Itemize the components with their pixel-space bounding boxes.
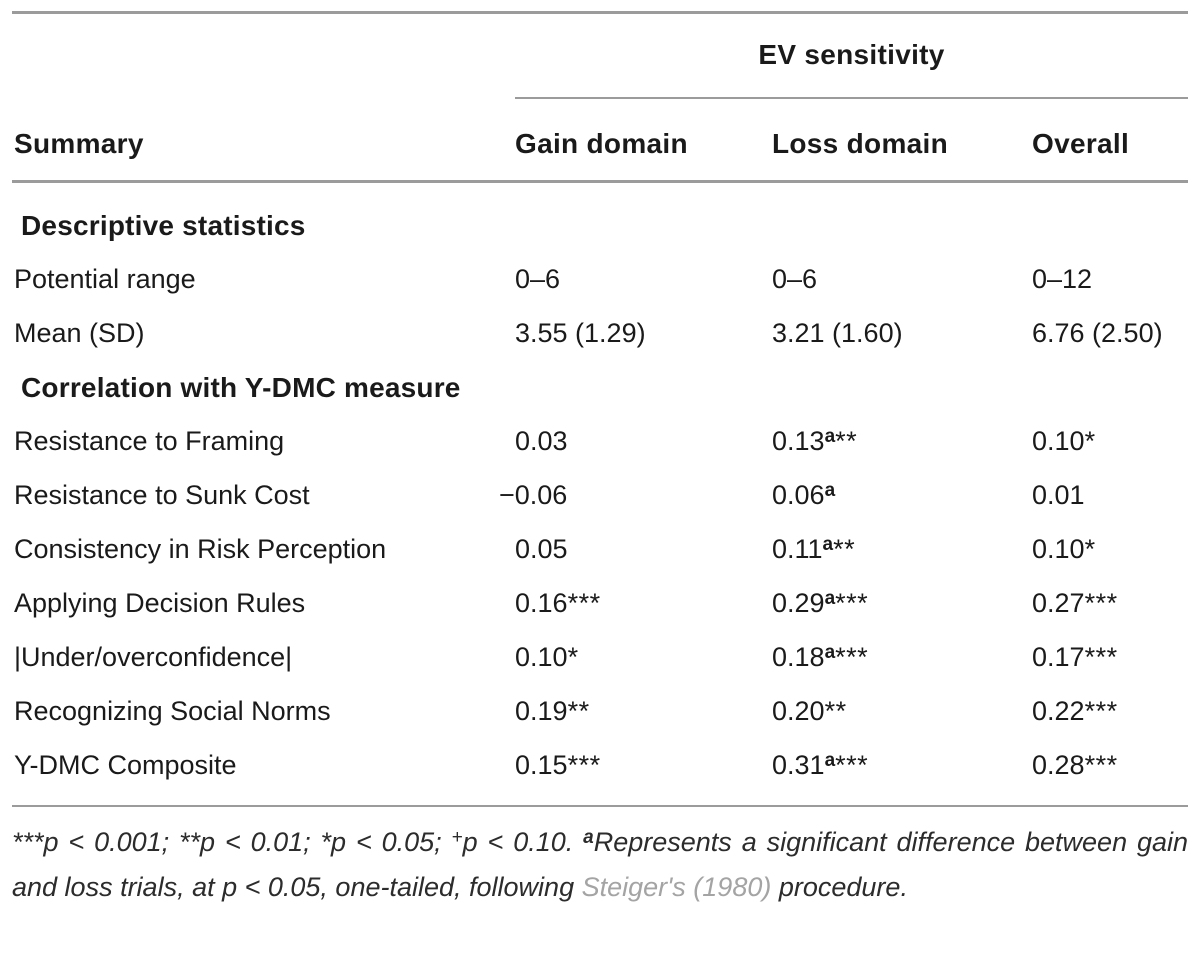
row-label: Y-DMC Composite xyxy=(14,750,237,780)
cell-gain-domain: 0.16*** xyxy=(515,588,601,618)
footnote-text: Represents a significant difference betw… xyxy=(12,826,1189,902)
cell-gain-domain: 0.05 xyxy=(515,534,568,564)
cell-overall: 6.76 (2.50) xyxy=(1032,318,1163,348)
cell-gain-domain: 0–6 xyxy=(515,264,561,294)
col-header-gain-domain: Gain domain xyxy=(515,97,772,183)
section-header-label: Descriptive statistics xyxy=(21,209,306,241)
superscript-a: a xyxy=(583,826,594,848)
superscript-marker: a xyxy=(822,534,834,555)
table-row: Resistance to Framing 0.03 0.13a** 0.10* xyxy=(12,415,1188,469)
superscript-marker: a xyxy=(824,750,836,771)
cell-gain-domain: 0.03 xyxy=(515,426,568,456)
cell-overall: 0.10* xyxy=(1032,426,1096,456)
superscript-marker: a xyxy=(824,480,836,501)
row-label: Resistance to Sunk Cost xyxy=(14,480,310,510)
cell-loss-domain: 0.20** xyxy=(772,696,847,726)
cell-loss-domain: 0–6 xyxy=(772,264,818,294)
superscript-marker: a xyxy=(824,426,836,447)
cell-overall: 0.27*** xyxy=(1032,588,1118,618)
spacer xyxy=(12,182,1188,199)
cell-loss-domain: 0.13a** xyxy=(772,426,858,456)
table-row: Mean (SD) 3.55 (1.29) 3.21 (1.60) 6.76 (… xyxy=(12,307,1188,361)
cell-gain-domain: 3.55 (1.29) xyxy=(515,318,646,348)
cell-gain-domain: 0.15*** xyxy=(515,750,601,780)
cell-loss-domain: 0.11a** xyxy=(772,534,856,564)
cell-overall: 0.17*** xyxy=(1032,642,1118,672)
row-label: Applying Decision Rules xyxy=(14,588,306,618)
ev-sensitivity-table: EV sensitivity Summary Gain domain Loss … xyxy=(12,11,1189,807)
cell-overall: 0.28*** xyxy=(1032,750,1118,780)
superscript-plus: + xyxy=(451,826,463,848)
superscript-marker: a xyxy=(824,642,836,663)
cell-gain-domain: −0.06 xyxy=(499,480,568,510)
cell-loss-domain: 0.18a*** xyxy=(772,642,869,672)
table-row: Resistance to Sunk Cost −0.06 0.06a 0.01 xyxy=(12,469,1188,523)
section-header-correlation-ydmc: Correlation with Y-DMC measure xyxy=(12,361,1188,415)
table-row: Y-DMC Composite 0.15*** 0.31a*** 0.28*** xyxy=(12,739,1188,793)
cell-gain-domain: 0.10* xyxy=(515,642,579,672)
section-header-descriptive-statistics: Descriptive statistics xyxy=(12,199,1188,253)
spanner-row: EV sensitivity xyxy=(12,12,1189,99)
table-row: Consistency in Risk Perception 0.05 0.11… xyxy=(12,523,1188,577)
row-label: Consistency in Risk Perception xyxy=(14,534,387,564)
cell-loss-domain: 0.06a xyxy=(772,480,836,510)
table-row: Applying Decision Rules 0.16*** 0.29a***… xyxy=(12,577,1188,631)
table-row: Potential range 0–6 0–6 0–12 xyxy=(12,253,1188,307)
cell-overall: 0.01 xyxy=(1032,480,1085,510)
significance-legend-p10: p < 0.10. xyxy=(462,826,584,857)
column-header-row: Summary Gain domain Loss domain Overall xyxy=(12,97,1189,183)
cell-overall: 0–12 xyxy=(1032,264,1093,294)
ev-sensitivity-spanner: EV sensitivity xyxy=(515,12,1189,99)
col-header-overall: Overall xyxy=(1032,97,1189,183)
row-label: Resistance to Framing xyxy=(14,426,285,456)
row-label: Potential range xyxy=(14,264,196,294)
cell-loss-domain: 3.21 (1.60) xyxy=(772,318,903,348)
row-label: |Under/overconfidence| xyxy=(14,642,293,672)
col-header-summary: Summary xyxy=(12,97,515,183)
row-label: Mean (SD) xyxy=(14,318,145,348)
table-row: |Under/overconfidence| 0.10* 0.18a*** 0.… xyxy=(12,631,1188,685)
cell-loss-domain: 0.31a*** xyxy=(772,750,869,780)
table-footnote: ***p < 0.001; **p < 0.01; *p < 0.05; +p … xyxy=(12,820,1188,910)
spanner-empty-cell xyxy=(12,13,515,98)
table-row: Recognizing Social Norms 0.19** 0.20** 0… xyxy=(12,685,1188,739)
cell-loss-domain: 0.29a*** xyxy=(772,588,869,618)
spacer xyxy=(12,793,1188,806)
footnote-tail: procedure. xyxy=(771,871,908,902)
section-header-label: Correlation with Y-DMC measure xyxy=(21,371,461,403)
citation-steiger-1980[interactable]: Steiger's (1980) xyxy=(581,871,772,902)
significance-legend: ***p < 0.001; **p < 0.01; *p < 0.05; xyxy=(12,826,452,857)
cell-gain-domain: 0.19** xyxy=(515,696,590,726)
superscript-marker: a xyxy=(824,588,836,609)
cell-overall: 0.10* xyxy=(1032,534,1096,564)
cell-overall: 0.22*** xyxy=(1032,696,1118,726)
row-label: Recognizing Social Norms xyxy=(14,696,331,726)
col-header-loss-domain: Loss domain xyxy=(772,97,1032,183)
